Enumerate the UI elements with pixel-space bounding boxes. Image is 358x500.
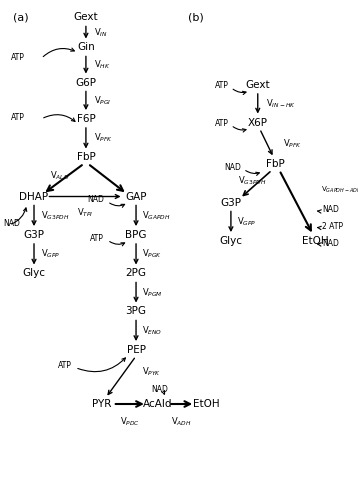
Text: NAD: NAD <box>224 163 241 172</box>
Text: Gext: Gext <box>246 80 270 90</box>
Text: (b): (b) <box>188 12 204 22</box>
Text: V$_{HK}$: V$_{HK}$ <box>94 58 110 71</box>
Text: F6P: F6P <box>77 114 95 124</box>
Text: EtOH: EtOH <box>302 236 328 246</box>
Text: V$_{IN}$: V$_{IN}$ <box>94 26 107 39</box>
Text: ATP: ATP <box>11 114 25 122</box>
Text: PEP: PEP <box>126 345 146 355</box>
Text: DHAP: DHAP <box>19 192 49 202</box>
Text: V$_{PFK}$: V$_{PFK}$ <box>94 132 113 144</box>
Text: V$_{GPP}$: V$_{GPP}$ <box>41 248 61 260</box>
Text: V$_{GAPDH}$: V$_{GAPDH}$ <box>142 210 171 222</box>
Text: GAP: GAP <box>125 192 147 202</box>
Text: ATP: ATP <box>214 82 228 90</box>
Text: V$_{GPP}$: V$_{GPP}$ <box>237 216 257 228</box>
Text: ATP: ATP <box>58 362 72 370</box>
Text: FbP: FbP <box>77 152 95 162</box>
Text: V$_{TPI}$: V$_{TPI}$ <box>77 206 93 219</box>
Text: (a): (a) <box>13 12 28 22</box>
Text: NAD: NAD <box>151 384 168 394</box>
Text: Glyc: Glyc <box>219 236 242 246</box>
Text: ATP: ATP <box>90 234 104 243</box>
Text: V$_{PFK}$: V$_{PFK}$ <box>283 137 302 149</box>
Text: FbP: FbP <box>266 159 285 169</box>
Text: 3PG: 3PG <box>126 306 146 316</box>
Text: Gext: Gext <box>74 12 98 22</box>
Text: G3P: G3P <box>221 198 241 207</box>
Text: V$_{G3PDH}$: V$_{G3PDH}$ <box>41 210 69 222</box>
Text: V$_{PGI}$: V$_{PGI}$ <box>94 94 111 107</box>
Text: V$_{ADH}$: V$_{ADH}$ <box>171 415 192 428</box>
Text: V$_{PGK}$: V$_{PGK}$ <box>142 248 163 260</box>
Text: V$_{PDC}$: V$_{PDC}$ <box>120 415 140 428</box>
Text: BPG: BPG <box>125 230 147 240</box>
Text: 2 ATP: 2 ATP <box>322 222 343 231</box>
Text: V$_{G3PDH}$: V$_{G3PDH}$ <box>238 174 266 187</box>
Text: X6P: X6P <box>248 118 268 128</box>
Text: NAD: NAD <box>87 196 104 204</box>
Text: NAD: NAD <box>322 238 339 248</box>
Text: 2PG: 2PG <box>126 268 146 278</box>
Text: V$_{GAPDH-ADH}$: V$_{GAPDH-ADH}$ <box>321 185 358 195</box>
Text: V$_{ENO}$: V$_{ENO}$ <box>142 324 163 337</box>
Text: ATP: ATP <box>214 119 228 128</box>
Text: ATP: ATP <box>11 52 25 62</box>
Text: V$_{IN-HK}$: V$_{IN-HK}$ <box>266 98 295 110</box>
Text: Gin: Gin <box>77 42 95 52</box>
Text: G3P: G3P <box>24 230 44 240</box>
Text: V$_{PGM}$: V$_{PGM}$ <box>142 286 163 298</box>
Text: AcAld: AcAld <box>143 399 172 409</box>
Text: NAD: NAD <box>4 219 20 228</box>
Text: PYR: PYR <box>92 399 112 409</box>
Text: G6P: G6P <box>76 78 96 88</box>
Text: Glyc: Glyc <box>23 268 45 278</box>
Text: V$_{ALD}$: V$_{ALD}$ <box>50 170 70 182</box>
Text: V$_{PYK}$: V$_{PYK}$ <box>142 366 162 378</box>
Text: NAD: NAD <box>322 206 339 214</box>
Text: EtOH: EtOH <box>193 399 219 409</box>
